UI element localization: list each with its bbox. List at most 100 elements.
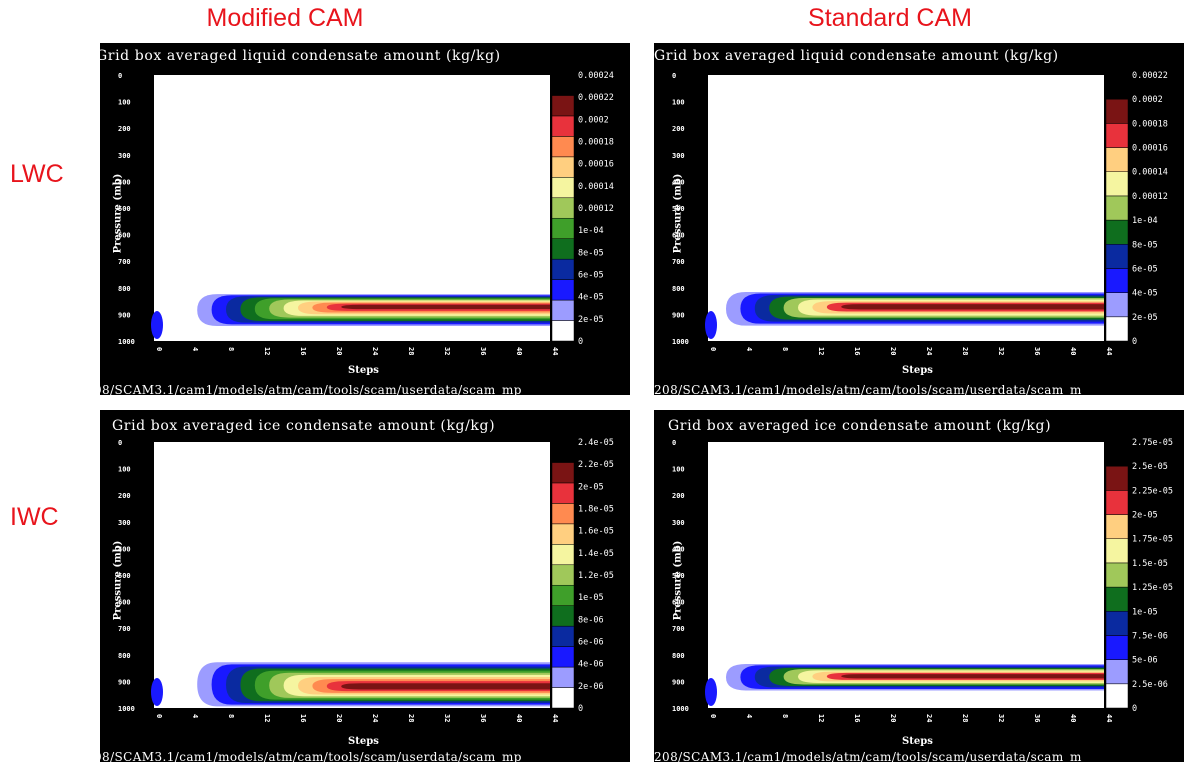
x-tick-label: 44 [551,714,559,722]
colorbar-label: 0.00016 [578,160,614,170]
standard-lwc-plot: 0 100 200 300 400 500 600 700 800 900 1000 0 4 8 12 16 2… [654,43,1184,395]
colorbar-swatch [1105,244,1129,269]
x-tick-label: 16 [299,714,307,722]
plot-footer: 208/SCAM3.1/cam1/models/atm/cam/tools/sc… [654,750,1082,762]
modified-cam-header: Modified CAM [206,4,364,32]
colorbar-label: 2e-05 [1132,511,1158,521]
y-axis-label: Pressure (mb) [112,173,124,254]
x-tick-label: 12 [263,714,271,722]
surface-blip [705,678,717,707]
colorbar-swatch [551,279,575,301]
modified-lwc-plot: 0 100 200 300 400 500 600 700 800 900 1000 0 4 8 12 16 2… [100,43,630,395]
x-tick-label: 32 [997,347,1005,355]
colorbar-swatch [551,299,575,321]
lwc-row-label: LWC [10,160,64,188]
colorbar-label: 1.25e-05 [1132,583,1173,593]
y-tick-label: 500 [118,572,131,580]
colorbar-label: 0 [578,704,583,714]
colorbar-swatch [551,177,575,199]
surface-blip [151,311,163,340]
y-axis-label: Pressure (mb) [672,173,684,254]
y-tick-label: 900 [118,311,131,319]
colorbar-swatch [1105,441,1129,467]
y-tick-label: 500 [118,205,131,213]
y-tick-label: 1000 [672,705,689,713]
y-tick-label: 0 [118,72,122,80]
x-tick-label: 16 [853,347,861,355]
y-tick-label: 100 [118,99,131,107]
colorbar-swatch [1105,292,1129,318]
colorbar-label: 2.75e-05 [1132,438,1173,448]
colorbar-label: 2e-06 [578,682,604,692]
x-tick-label: 36 [479,347,487,355]
plot-title: Grid box averaged liquid condensate amou… [654,48,1059,64]
x-axis-label: Steps [348,736,379,747]
y-tick-label: 200 [118,125,131,133]
y-tick-label: 700 [118,625,131,633]
colorbar-swatch [1105,74,1129,100]
y-tick-label: 100 [118,466,131,474]
x-tick-label: 24 [925,714,933,722]
y-tick-label: 700 [672,258,685,266]
contour-band [841,304,1104,310]
y-tick-label: 900 [672,678,685,686]
y-tick-label: 0 [118,439,122,447]
y-tick-label: 200 [672,492,685,500]
colorbar-swatch [551,238,575,260]
colorbar-label: 1e-04 [578,226,604,236]
x-tick-label: 24 [371,347,379,355]
contour-band [341,304,550,310]
colorbar-swatch [1105,659,1129,685]
x-tick-label: 28 [407,347,415,355]
colorbar-label: 5e-06 [1132,656,1158,666]
colorbar-swatch [1105,490,1129,515]
plot-footer: 08/SCAM3.1/cam1/models/atm/cam/tools/sca… [100,383,522,395]
colorbar-swatch [1105,219,1129,245]
colorbar-swatch [1105,268,1129,293]
plot-footer: 208/SCAM3.1/cam1/models/atm/cam/tools/sc… [654,383,1082,395]
colorbar-swatch [551,95,575,117]
colorbar-label: 7.5e-06 [1132,631,1168,641]
colorbar-label: 1.5e-05 [1132,559,1168,569]
colorbar-label: 0.00016 [1132,144,1168,154]
colorbar-swatch [551,605,575,627]
standard-iwc-plot: 0 100 200 300 400 500 600 700 800 900 1000 0 4 8 12 16 2… [654,410,1184,762]
x-tick-label: 8 [781,714,789,718]
contour-band [341,683,550,690]
colorbar-swatch [551,136,575,158]
y-tick-label: 600 [118,599,131,607]
x-tick-label: 44 [1105,714,1113,722]
colorbar-swatch [1105,465,1129,491]
x-tick-label: 4 [745,347,753,351]
colorbar-label: 8e-06 [578,615,604,625]
y-axis-label: Pressure (mb) [672,540,684,621]
colorbar-swatch [551,564,575,586]
colorbar-label: 6e-05 [1132,264,1158,274]
x-tick-label: 8 [227,347,235,351]
colorbar-label: 1.4e-05 [578,549,614,559]
colorbar-label: 0.00014 [578,182,614,192]
colorbar-label: 0 [1132,704,1137,714]
colorbar-label: 2e-05 [578,482,604,492]
x-tick-label: 20 [335,714,343,722]
colorbar-label: 0.00018 [1132,119,1168,129]
colorbar-swatch [551,197,575,219]
colorbar-swatch [1105,123,1129,148]
x-tick-label: 44 [551,347,559,355]
y-tick-label: 900 [672,311,685,319]
y-tick-label: 200 [672,125,685,133]
y-tick-label: 300 [672,519,685,527]
x-tick-label: 16 [853,714,861,722]
y-tick-label: 300 [118,519,131,527]
colorbar-swatch [551,482,575,504]
y-tick-label: 100 [672,99,685,107]
colorbar-label: 0.0002 [1132,95,1163,105]
x-tick-label: 40 [1069,714,1077,722]
x-axis-label: Steps [902,365,933,376]
colorbar-swatch [551,320,575,342]
colorbar-label: 0.00024 [578,71,614,81]
colorbar-label: 2.5e-05 [1132,462,1168,472]
colorbar-label: 0 [578,337,583,347]
x-axis-label: Steps [348,365,379,376]
colorbar-swatch [1105,514,1129,539]
